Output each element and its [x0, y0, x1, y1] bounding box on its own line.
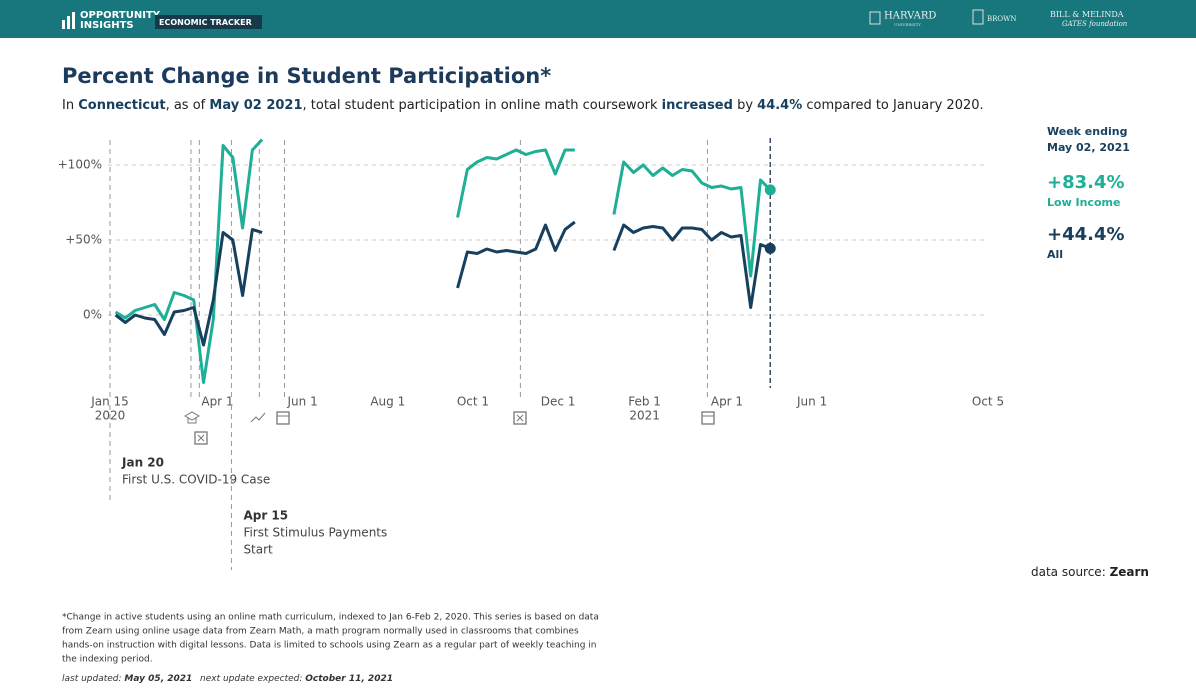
- current-week-label: May 02, 2021: [1047, 141, 1130, 154]
- update-date: October 11, 2021: [305, 674, 393, 684]
- annotation-text: Start: [243, 543, 273, 557]
- subtitle: In Connecticut, as of May 02 2021, total…: [62, 98, 984, 113]
- update-note: last updated: May 05, 2021: [62, 674, 192, 684]
- subtitle-part: May 02 2021: [209, 98, 302, 113]
- subtitle-part: , total student participation in online …: [303, 98, 662, 113]
- x-tick-label: Apr 1: [201, 395, 233, 409]
- footnote-line: hands-on instruction with digital lesson…: [62, 641, 597, 651]
- footnote: *Change in active students using an onli…: [62, 613, 599, 684]
- x-tick-label: Jun 1: [287, 395, 318, 409]
- x-tick-label: Apr 1: [711, 395, 743, 409]
- x-tick-label: Dec 1: [541, 395, 576, 409]
- footnote-line: *Change in active students using an onli…: [62, 613, 599, 623]
- end-point: [764, 242, 776, 254]
- source-name[interactable]: Zearn: [1110, 565, 1149, 579]
- chart-title: Percent Change in Student Participation*: [62, 64, 551, 88]
- partner-harvard-sub: UNIVERSITY: [894, 22, 921, 27]
- event-icon: [516, 414, 524, 422]
- event-icon: [183, 411, 201, 424]
- subtitle-part: , as of: [166, 98, 210, 113]
- y-tick-label: +50%: [65, 233, 102, 247]
- event-icon: [250, 412, 266, 423]
- event-icon: [197, 434, 205, 442]
- tracker-badge: [155, 15, 262, 29]
- y-tick-label: 0%: [83, 308, 102, 322]
- end-value-label: +44.4%: [1047, 224, 1125, 245]
- y-tick-label: +100%: [58, 158, 102, 172]
- tracker-label[interactable]: ECONOMIC TRACKER: [159, 18, 252, 27]
- partner-harvard[interactable]: HARVARD: [884, 11, 936, 22]
- update-note: next update expected: October 11, 2021: [200, 674, 393, 684]
- series-line: [114, 220, 771, 347]
- annotation-text: First Stimulus Payments: [243, 526, 387, 540]
- subtitle-part: increased: [662, 98, 733, 113]
- brand-icon: [62, 12, 75, 29]
- event-icon: [194, 431, 208, 445]
- data-source: data source: Zearn: [1031, 565, 1149, 579]
- legend-label: Low Income: [1047, 196, 1120, 209]
- brand-bottom[interactable]: INSIGHTS: [80, 20, 134, 31]
- subtitle-part: 44.4%: [757, 98, 802, 113]
- harvard-shield: [869, 11, 881, 25]
- annotation-title: Apr 15: [243, 509, 288, 523]
- footnote-line: from Zearn using online usage data from …: [62, 627, 579, 637]
- end-value-label: +83.4%: [1047, 172, 1125, 193]
- subtitle-part: by: [733, 98, 757, 113]
- annotation-title: Jan 20: [121, 456, 164, 470]
- x-tick-label: Aug 1: [370, 395, 405, 409]
- annotation-text: First U.S. COVID-19 Case: [122, 473, 270, 487]
- partner-gates[interactable]: BILL & MELINDA: [1050, 10, 1124, 19]
- x-tick-label: Oct 5: [972, 395, 1004, 409]
- x-tick-year: 2021: [629, 409, 660, 423]
- partner-gates-sub: GATES foundation: [1062, 20, 1128, 28]
- subtitle-part: Connecticut: [78, 98, 165, 113]
- partner-brown[interactable]: BROWN: [987, 15, 1016, 23]
- current-week-label: Week ending: [1047, 125, 1127, 138]
- event-icon: [276, 411, 290, 425]
- x-tick-label: Jan 15: [90, 395, 129, 409]
- update-date: May 05, 2021: [124, 674, 192, 684]
- x-tick-label: Feb 1: [628, 395, 661, 409]
- event-icon: [513, 411, 527, 425]
- x-tick-label: Jun 1: [796, 395, 827, 409]
- brand-top[interactable]: OPPORTUNITY: [80, 10, 161, 21]
- end-point: [764, 184, 776, 196]
- legend-label: All: [1047, 248, 1063, 261]
- update-label: next update expected:: [200, 674, 305, 684]
- update-label: last updated:: [62, 674, 124, 684]
- subtitle-part: compared to January 2020.: [802, 98, 983, 113]
- source-prefix: data source:: [1031, 565, 1110, 579]
- footnote-line: the indexing period.: [62, 655, 153, 665]
- subtitle-part: In: [62, 98, 78, 113]
- brown-shield: [972, 9, 984, 25]
- series-line: [114, 138, 772, 384]
- x-tick-label: Oct 1: [457, 395, 489, 409]
- event-icon: [701, 411, 715, 425]
